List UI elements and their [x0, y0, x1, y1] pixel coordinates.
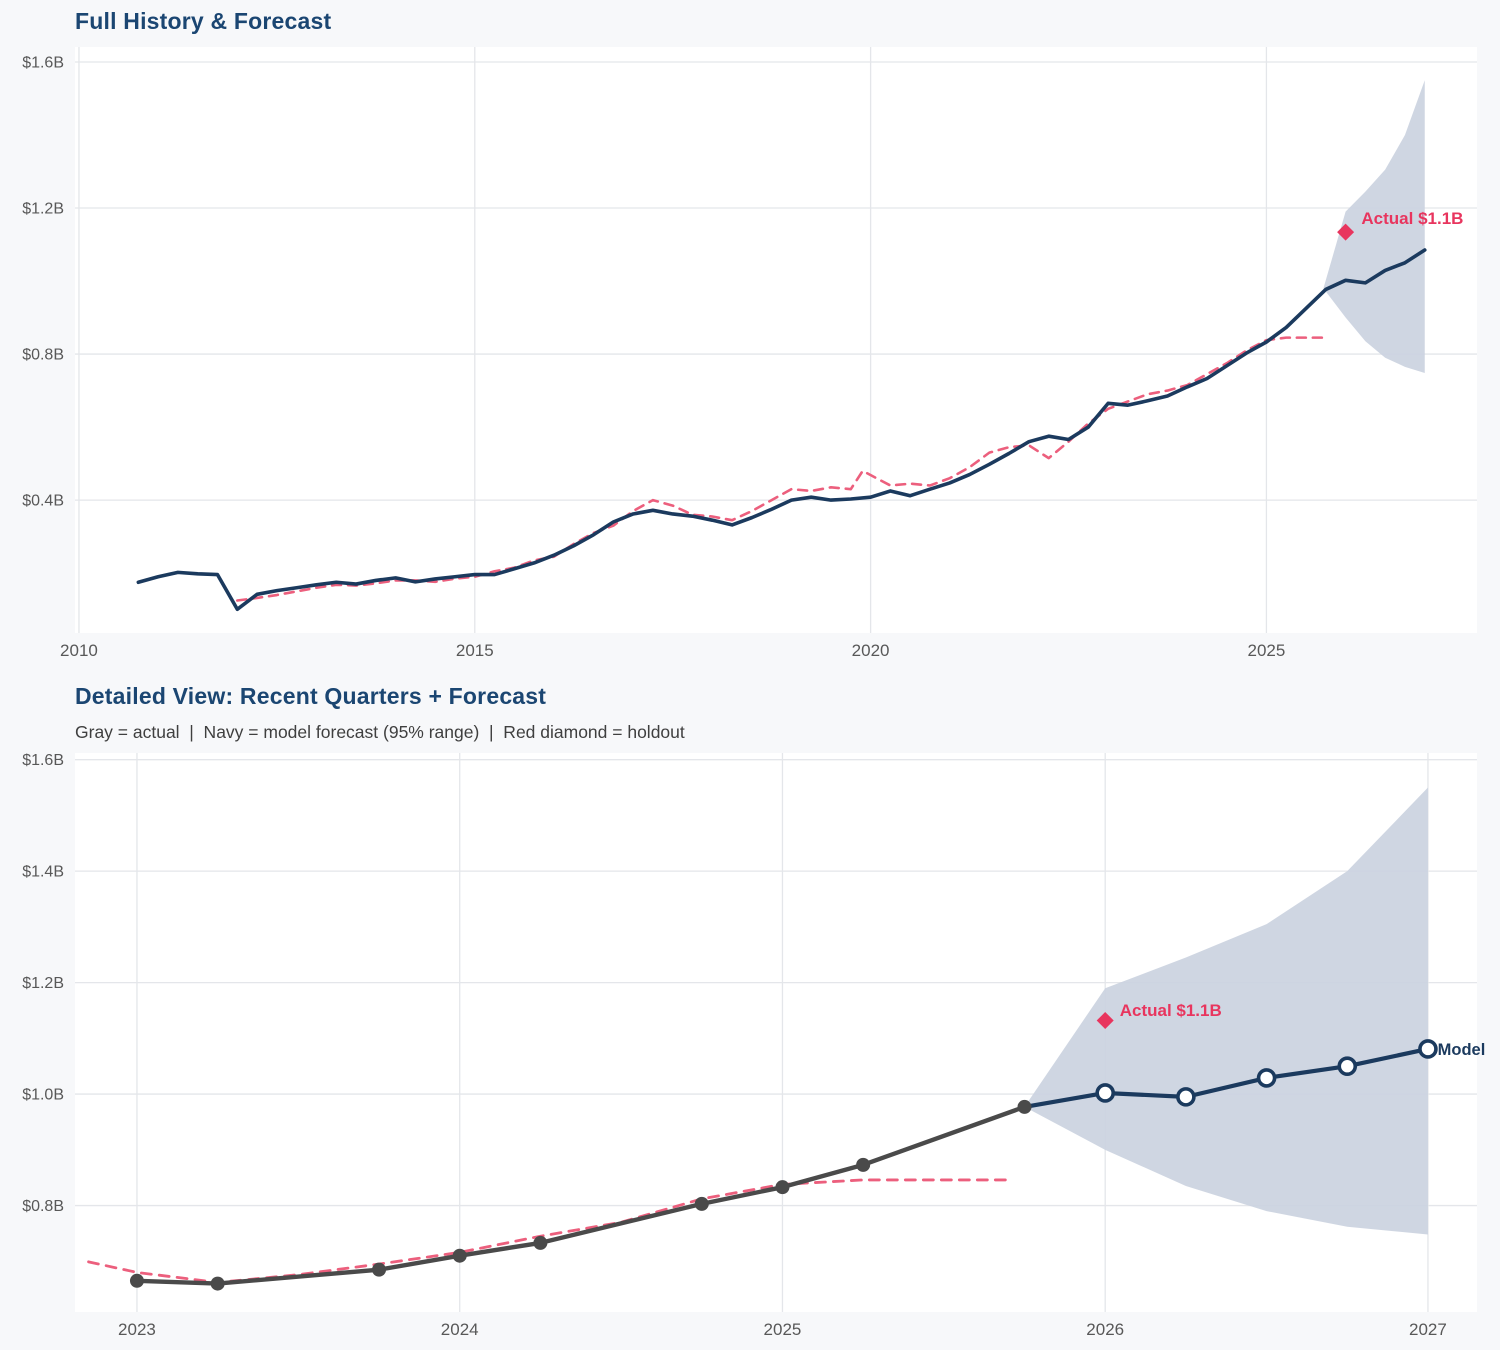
y-tick-label: $1.6B — [22, 54, 64, 71]
model-forecast-line-marker — [1176, 1087, 1196, 1107]
model-forecast-line-marker — [1256, 1068, 1277, 1088]
x-tick-label: 2023 — [118, 1320, 156, 1339]
x-tick-label: 2027 — [1409, 1320, 1447, 1339]
x-tick-label: 2015 — [456, 641, 494, 660]
model-forecast-line — [1022, 1046, 1431, 1110]
actual-quarters-line-marker — [694, 1196, 709, 1211]
model-label: Model — [1438, 1041, 1486, 1059]
y-tick-label: $0.8B — [22, 347, 64, 364]
y-tick-label: $0.8B — [22, 1198, 64, 1215]
plot-area — [75, 47, 1477, 633]
forecast-95-range — [1024, 787, 1428, 1235]
model-forecast-line-marker — [1337, 1056, 1358, 1077]
full-history-plot: Actual $1.1B 2010 2015 2020 2025 $0.4B $0.8B $1… — [22, 47, 1477, 660]
actual-quarters-line-marker — [372, 1262, 387, 1277]
model-forecast-line-marker — [1418, 1039, 1438, 1059]
x-tick-label: 2010 — [60, 641, 98, 660]
x-tick-label: 2020 — [852, 641, 890, 660]
actual-quarters-line-marker — [210, 1276, 225, 1291]
y-tick-label: $0.4B — [22, 493, 64, 510]
detailed-view-title: Detailed View: Recent Quarters + Forecas… — [75, 683, 547, 709]
y-tick-label: $1.2B — [22, 201, 64, 218]
x-tick-label: 2026 — [1086, 1320, 1124, 1339]
holdout-label: Actual $1.1B — [1120, 1001, 1222, 1020]
actual-quarters-line-marker — [1017, 1099, 1032, 1114]
y-tick-label: $1.0B — [22, 1087, 64, 1104]
y-tick-label: $1.2B — [22, 975, 64, 992]
model-forecast-line-marker — [1095, 1083, 1115, 1103]
full-history-title: Full History & Forecast — [75, 8, 332, 34]
forecast-95-range — [1323, 80, 1425, 374]
holdout-diamond — [1337, 223, 1355, 241]
actual-quarters-line-marker — [533, 1235, 548, 1250]
history-and-model-line — [136, 248, 1427, 612]
detailed-view-legend-subtitle: Gray = actual | Navy = model forecast (9… — [75, 722, 685, 742]
actual-quarters-line-marker — [452, 1248, 467, 1263]
holdout-label: Actual $1.1B — [1361, 209, 1463, 228]
actual-quarters-line-marker — [775, 1180, 790, 1195]
holdout-diamond — [1096, 1012, 1114, 1030]
actual-quarters-line-marker — [129, 1273, 144, 1288]
actual-quarters-line-marker — [856, 1157, 871, 1172]
x-tick-label: 2024 — [441, 1320, 479, 1339]
detailed-view-plot: Actual $1.1B Model 2023 2024 2025 2026 2027 $0.… — [22, 752, 1486, 1339]
y-tick-label: $1.6B — [22, 752, 64, 769]
x-tick-label: 2025 — [764, 1320, 802, 1339]
x-tick-label: 2025 — [1248, 641, 1286, 660]
y-tick-label: $1.4B — [22, 864, 64, 881]
